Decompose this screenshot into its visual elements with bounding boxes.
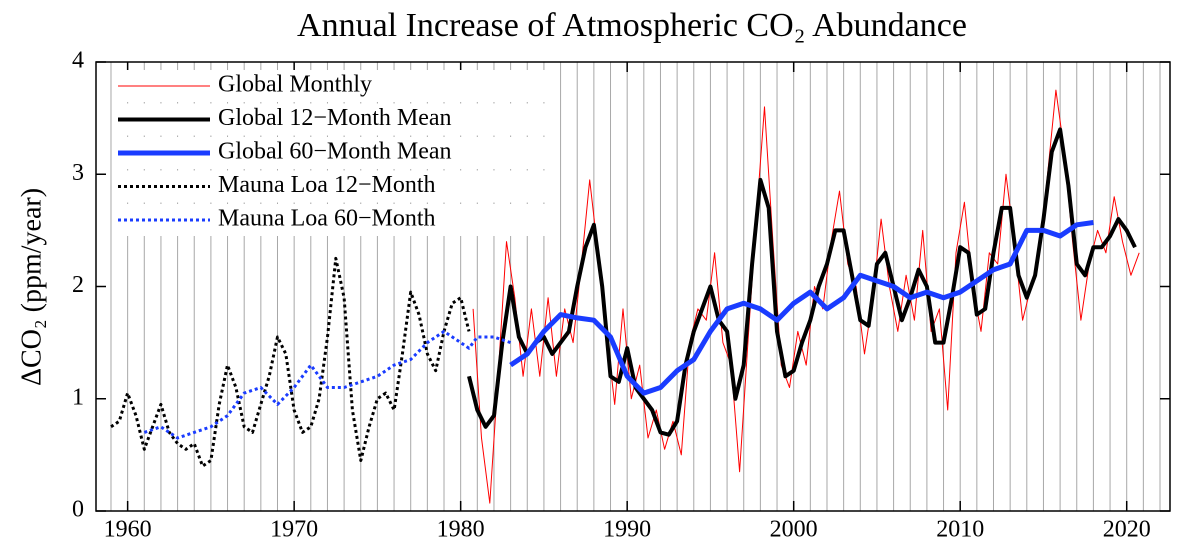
legend-background [114,170,554,203]
legend-label: Global Monthly [218,72,372,98]
legend-label: Global 60−Month Mean [218,139,452,165]
x-tick-label: 2010 [936,517,984,543]
data-line [509,220,1094,396]
y-tick-label: 0 [72,497,84,523]
y-tick-label: 1 [72,384,84,410]
data-line [467,127,1137,437]
chart-title: Annual Increase of Atmospheric CO₂ Abund… [297,7,967,44]
x-tick-label: 2000 [770,517,818,543]
legend-label: Global 12−Month Mean [218,105,452,131]
legend-label: Mauna Loa 60−Month [218,206,436,232]
legend-background [114,204,554,236]
y-axis-label: ΔCO₂ (ppm/year) [16,188,47,386]
data-line [143,329,512,440]
x-tick-label: 1970 [270,517,318,543]
y-tick-label: 2 [72,272,84,298]
x-tick-label: 1980 [437,517,485,543]
x-tick-label: 1960 [104,517,152,543]
legend-label: Mauna Loa 12−Month [218,172,436,198]
y-tick-label: 3 [72,160,84,186]
data-line [110,256,471,468]
x-tick-label: 2020 [1103,517,1151,543]
x-tick-label: 1990 [603,517,651,543]
y-tick-label: 4 [72,48,84,74]
plot-frame [95,61,1171,512]
